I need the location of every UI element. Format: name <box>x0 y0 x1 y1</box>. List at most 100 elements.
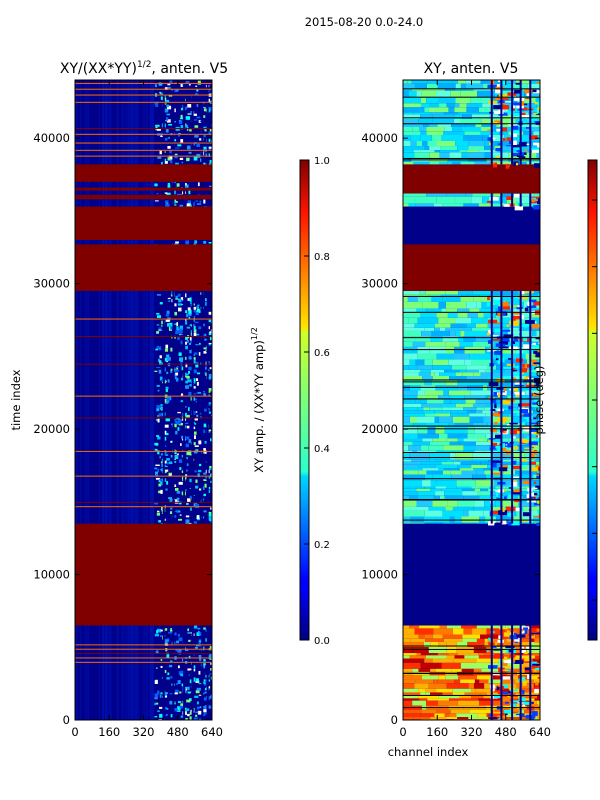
phase-speckle <box>537 676 540 679</box>
phase-speckle <box>514 637 522 642</box>
phase-flag-line <box>403 159 540 161</box>
phase-speckle <box>503 632 514 637</box>
phase-cell <box>492 380 513 386</box>
amplitude-saturated-band <box>75 523 212 626</box>
phase-speckle <box>512 370 518 372</box>
amplitude-speckle <box>203 510 208 513</box>
phase-cell <box>473 341 494 347</box>
phase-cell <box>425 638 444 642</box>
amplitude-speckle <box>164 639 169 643</box>
phase-cell <box>442 510 464 517</box>
amplitude-speckle <box>204 691 209 694</box>
amplitude-speckle <box>154 716 158 718</box>
amplitude-speckle <box>196 89 199 92</box>
phase-cell <box>446 308 458 313</box>
phase-cell <box>494 83 512 89</box>
amplitude-speckle <box>207 513 212 517</box>
phase-speckle <box>492 688 495 692</box>
amplitude-speckle <box>187 407 190 411</box>
phase-speckle <box>516 201 519 204</box>
amplitude-speckle <box>194 423 197 425</box>
phase-cell <box>454 655 465 659</box>
phase-speckle <box>536 670 540 673</box>
amplitude-speckle <box>165 203 170 208</box>
x-tick-label: 640 <box>529 725 551 739</box>
phase-cell <box>403 369 421 373</box>
amplitude-speckle <box>209 331 212 334</box>
x-tick-label: 480 <box>167 725 189 739</box>
phase-cell <box>454 516 462 523</box>
phase-cell <box>487 464 492 469</box>
amplitude-speckle <box>155 124 160 127</box>
phase-speckle <box>539 660 540 663</box>
phase-speckle <box>519 101 525 106</box>
amplitude-channel-gap <box>191 80 194 720</box>
phase-cell <box>471 317 488 324</box>
phase-cell <box>424 380 432 386</box>
phase-speckle <box>489 427 497 433</box>
phase-cell <box>482 196 493 204</box>
phase-cell <box>427 698 450 701</box>
phase-cell <box>403 688 419 693</box>
amplitude-speckle <box>195 485 199 489</box>
phase-cell <box>417 365 433 370</box>
amplitude-speckle <box>189 712 194 715</box>
amplitude-speckle <box>177 665 180 669</box>
phase-cell <box>445 290 459 295</box>
amplitude-speckle <box>186 158 190 162</box>
amplitude-speckle <box>201 199 206 204</box>
amplitude-speckle <box>156 384 160 387</box>
amplitude-speckle <box>170 159 174 164</box>
amplitude-colorbar: 0.00.20.40.60.81.0 XY amp. / (XX*YY amp)… <box>250 156 330 647</box>
phase-cell <box>403 638 411 642</box>
phase-cell <box>461 88 474 91</box>
amplitude-speckle <box>205 298 208 302</box>
amplitude-speckle <box>168 474 172 477</box>
phase-cell <box>457 700 480 706</box>
phase-cell <box>493 193 501 197</box>
phase-speckle <box>539 311 540 316</box>
phase-cell <box>474 161 493 165</box>
phase-cell <box>493 453 514 460</box>
phase-cell <box>408 365 418 370</box>
phase-cell <box>461 470 477 475</box>
phase-cell <box>468 683 474 689</box>
phase-speckle <box>502 430 507 434</box>
phase-speckle <box>490 445 496 449</box>
x-tick-label: 160 <box>98 725 120 739</box>
phase-speckle <box>522 512 531 517</box>
amplitude-speckle <box>163 445 167 447</box>
phase-speckle <box>524 669 533 674</box>
phase-cell <box>525 625 540 629</box>
amplitude-speckle <box>196 143 201 147</box>
phase-cell <box>519 628 536 635</box>
amplitude-speckle <box>176 490 181 494</box>
phase-cell <box>509 327 519 331</box>
phase-cell <box>471 688 476 693</box>
amplitude-speckle <box>196 203 202 205</box>
phase-cell <box>488 679 503 684</box>
phase-cell <box>455 403 473 408</box>
phase-speckle <box>534 120 540 123</box>
amplitude-speckle <box>158 483 162 487</box>
phase-speckle <box>537 509 540 514</box>
phase-cell <box>479 516 486 523</box>
amplitude-speckle <box>201 115 206 118</box>
phase-cell <box>409 495 419 501</box>
amplitude-speckle <box>188 668 192 671</box>
amplitude-speckle <box>196 309 201 313</box>
phase-cell <box>479 700 494 706</box>
phase-cell <box>505 416 513 423</box>
phase-speckle <box>512 106 515 111</box>
phase-cell <box>468 152 485 159</box>
phase-cell <box>403 713 421 718</box>
amplitude-speckle <box>177 706 181 710</box>
phase-cell <box>491 658 499 663</box>
phase-cell <box>410 459 430 462</box>
amplitude-speckle <box>186 457 188 460</box>
phase-cell <box>478 346 486 354</box>
phase-cell <box>537 385 540 391</box>
amplitude-speckle <box>184 124 188 128</box>
phase-cell <box>466 376 487 381</box>
phase-speckle <box>511 480 518 482</box>
